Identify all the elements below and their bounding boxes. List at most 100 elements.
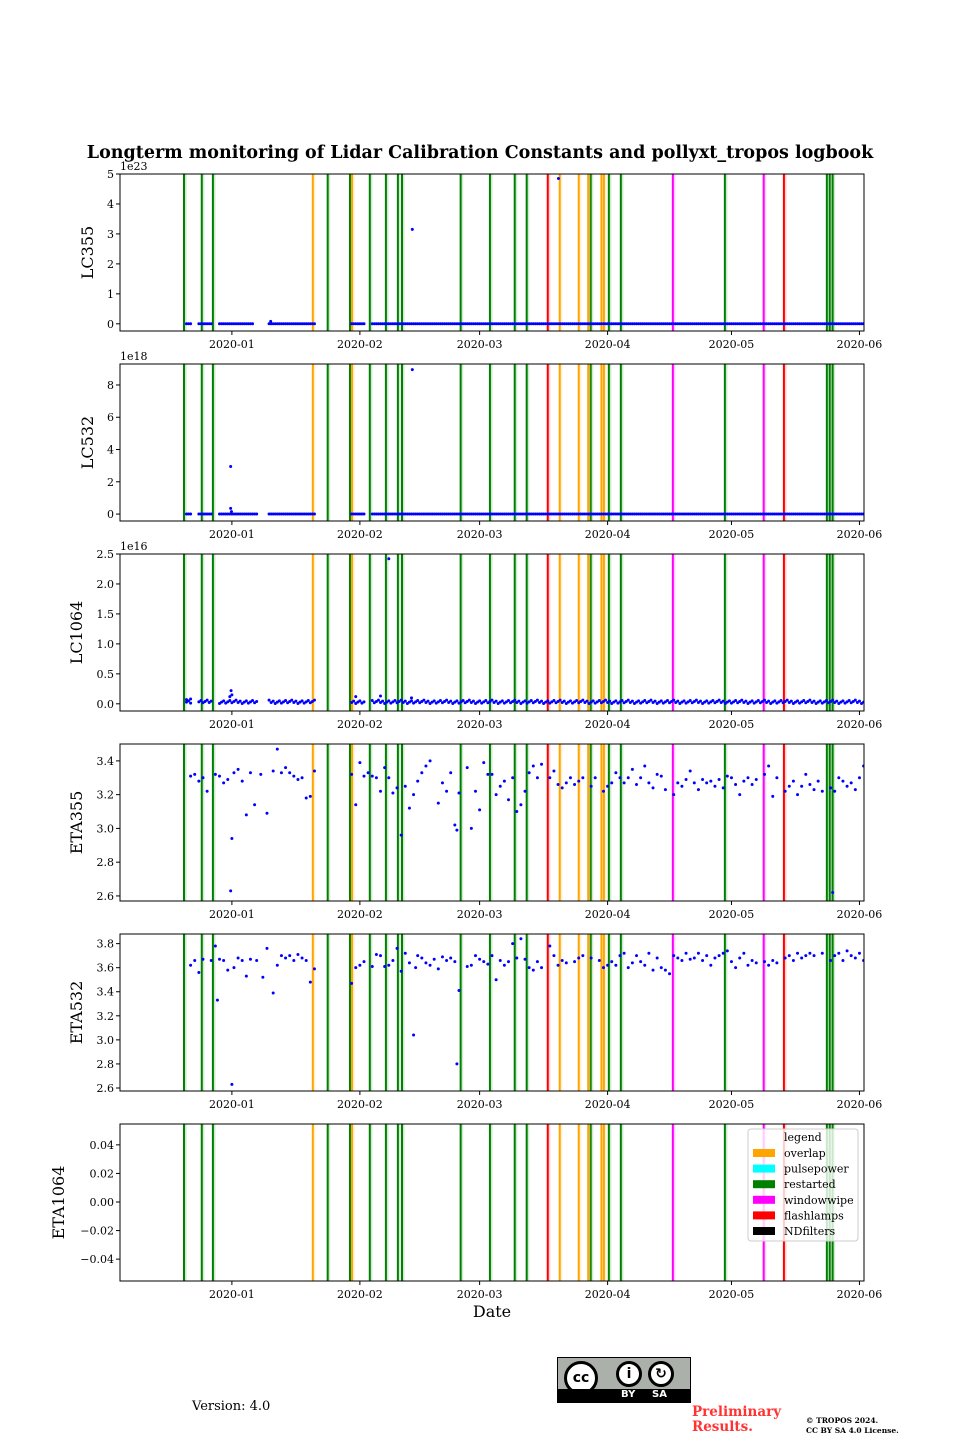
data-point: [238, 699, 242, 703]
data-point: [663, 968, 667, 972]
data-point: [800, 956, 804, 960]
data-point: [635, 512, 639, 516]
data-point: [581, 512, 585, 516]
data-point: [240, 512, 244, 516]
data-point: [750, 322, 754, 326]
data-point: [589, 784, 593, 788]
data-point: [383, 512, 387, 516]
legend-swatch-windowwipe: [753, 1195, 775, 1204]
data-point: [626, 512, 630, 516]
data-point: [542, 512, 546, 516]
data-point: [709, 779, 713, 783]
data-point: [579, 322, 583, 326]
data-point: [571, 512, 575, 516]
data-point: [796, 699, 800, 703]
data-point: [537, 512, 541, 516]
y-tick-label: 1.0: [97, 638, 115, 651]
data-point: [725, 774, 729, 778]
data-point: [529, 512, 533, 516]
data-point: [461, 512, 465, 516]
cc-by-sa-badge[interactable]: cc i ↻ BY SA: [557, 1357, 691, 1403]
x-tick-label: 2020-04: [585, 1288, 631, 1301]
legend-entry: overlap: [784, 1147, 826, 1160]
data-point: [523, 957, 527, 961]
data-point: [290, 322, 294, 326]
data-point: [537, 322, 541, 326]
data-point: [438, 512, 442, 516]
data-point: [376, 322, 380, 326]
panel-eta1064: −0.04 −0.02 0.00 0.02 0.04 2020-01 2020-02 2020…: [49, 1123, 882, 1301]
data-point: [676, 956, 680, 960]
plot-area: [182, 744, 864, 901]
data-point: [436, 967, 440, 971]
data-point: [744, 699, 748, 703]
plot-area: [182, 554, 864, 711]
copyright-line-1: © TROPOS 2024.: [806, 1416, 879, 1425]
data-point: [275, 322, 279, 326]
data-point: [467, 322, 471, 326]
data-point: [409, 322, 413, 326]
data-point: [758, 322, 762, 326]
data-point: [639, 322, 643, 326]
data-point: [595, 322, 599, 326]
data-point: [370, 699, 374, 703]
data-point: [853, 322, 857, 326]
data-point: [773, 512, 777, 516]
data-point: [391, 791, 395, 795]
data-point: [622, 781, 626, 785]
data-point: [645, 322, 649, 326]
data-point: [771, 322, 775, 326]
data-point: [229, 510, 233, 514]
data-point: [746, 512, 750, 516]
data-point: [857, 512, 861, 516]
data-point: [676, 699, 680, 703]
data-point: [630, 512, 634, 516]
data-point: [610, 781, 614, 785]
data-point: [831, 891, 835, 895]
data-point: [469, 963, 473, 967]
data-point: [649, 698, 653, 702]
data-point: [717, 954, 721, 958]
data-point: [668, 512, 672, 516]
data-point: [829, 958, 833, 962]
data-point: [632, 512, 636, 516]
data-point: [810, 512, 814, 516]
data-point: [723, 322, 727, 326]
data-point: [222, 699, 226, 703]
data-point: [403, 699, 407, 703]
data-point: [826, 512, 830, 516]
data-point: [632, 322, 636, 326]
data-point: [686, 322, 690, 326]
data-point: [556, 963, 560, 967]
data-point: [750, 958, 754, 962]
data-point: [430, 322, 434, 326]
data-point: [271, 991, 275, 995]
data-point: [701, 322, 705, 326]
data-point: [424, 322, 428, 326]
data-point: [839, 512, 843, 516]
data-point: [424, 512, 428, 516]
data-point: [255, 699, 259, 703]
data-point: [226, 968, 230, 972]
data-point: [655, 956, 659, 960]
data-point: [229, 689, 233, 693]
data-point: [490, 322, 494, 326]
data-point: [366, 771, 370, 775]
data-point: [655, 772, 659, 776]
data-point: [573, 960, 577, 964]
data-point: [591, 512, 595, 516]
data-point: [248, 322, 252, 326]
data-point: [403, 512, 407, 516]
preliminary-line-1: Preliminary: [692, 1404, 782, 1420]
y-tick-label: 3: [107, 228, 114, 241]
data-point: [436, 512, 440, 516]
data-point: [637, 699, 641, 703]
data-point: [705, 954, 709, 958]
x-tick-label: 2020-05: [709, 1098, 755, 1111]
data-point: [412, 512, 416, 516]
data-point: [350, 512, 354, 516]
data-point: [771, 958, 775, 962]
data-point: [775, 322, 779, 326]
y-tick-label: 3.6: [97, 962, 115, 975]
data-point: [845, 784, 849, 788]
